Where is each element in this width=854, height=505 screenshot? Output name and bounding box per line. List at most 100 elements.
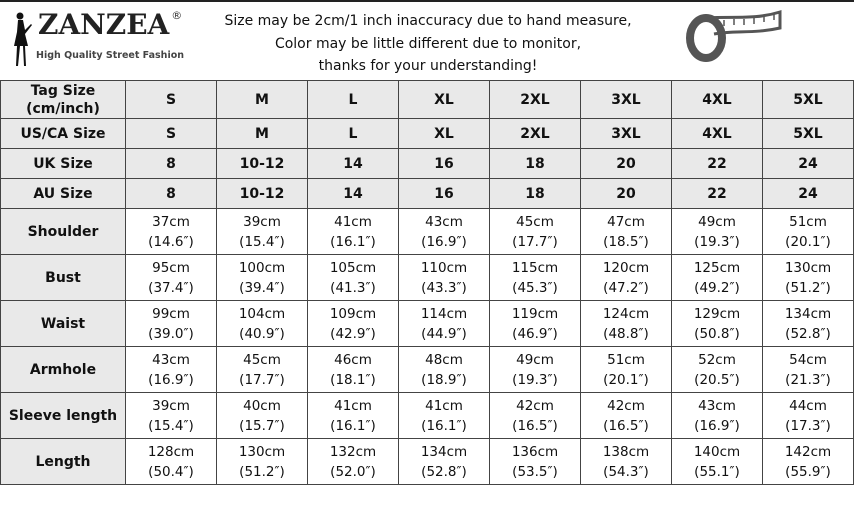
value-cm: 41cm (425, 397, 463, 414)
measure-cell: 45cm (17.7″) (489, 208, 581, 255)
measure-cell: 130cm (51.2″) (216, 438, 308, 485)
row-label: Length (0, 438, 126, 485)
measure-cell: 132cm (52.0″) (307, 438, 399, 485)
value-inch: (16.1″) (330, 417, 376, 434)
size-cell: 20 (580, 178, 672, 209)
value-inch: (16.9″) (694, 417, 740, 434)
size-cell: 2XL (489, 118, 581, 149)
brand-logo: ZANZEA ® High Quality Street Fashion (6, 6, 192, 72)
measure-cell: 41cm (16.1″) (307, 208, 399, 255)
measure-cell: 51cm (20.1″) (580, 346, 672, 393)
value-cm: 45cm (516, 213, 554, 230)
size-cell: 18 (489, 178, 581, 209)
measure-row: Bust 95cm (37.4″) 100cm (39.4″) 105cm (41.3″) 1… (0, 254, 854, 301)
measure-cell: 99cm (39.0″) (125, 300, 217, 347)
value-cm: 39cm (152, 397, 190, 414)
size-cell: L (307, 118, 399, 149)
value-cm: 49cm (698, 213, 736, 230)
value-cm: 46cm (334, 351, 372, 368)
value-inch: (16.1″) (330, 233, 376, 250)
size-cell: 3XL (580, 80, 672, 119)
value-cm: 100cm (238, 259, 286, 276)
value-cm: 129cm (693, 305, 741, 322)
value-cm: 52cm (698, 351, 736, 368)
row-label: Waist (0, 300, 126, 347)
value-cm: 95cm (152, 259, 190, 276)
measure-cell: 39cm (15.4″) (216, 208, 308, 255)
value-cm: 40cm (243, 397, 281, 414)
value-inch: (18.9″) (421, 371, 467, 388)
value-inch: (19.3″) (694, 233, 740, 250)
value-cm: 43cm (152, 351, 190, 368)
value-cm: 48cm (425, 351, 463, 368)
measure-cell: 134cm (52.8″) (762, 300, 854, 347)
value-inch: (17.3″) (785, 417, 831, 434)
measure-cell: 128cm (50.4″) (125, 438, 217, 485)
value-cm: 49cm (516, 351, 554, 368)
measure-cell: 54cm (21.3″) (762, 346, 854, 393)
measure-cell: 104cm (40.9″) (216, 300, 308, 347)
value-cm: 138cm (602, 443, 650, 460)
row-label: US/CA Size (0, 118, 126, 149)
value-inch: (48.8″) (603, 325, 649, 342)
value-inch: (52.8″) (785, 325, 831, 342)
value-inch: (16.5″) (512, 417, 558, 434)
value-cm: 134cm (784, 305, 832, 322)
value-inch: (16.5″) (603, 417, 649, 434)
value-inch: (42.9″) (330, 325, 376, 342)
value-cm: 124cm (602, 305, 650, 322)
value-inch: (17.7″) (512, 233, 558, 250)
value-cm: 136cm (511, 443, 559, 460)
value-cm: 120cm (602, 259, 650, 276)
value-inch: (15.4″) (239, 233, 285, 250)
value-cm: 43cm (425, 213, 463, 230)
value-inch: (16.9″) (148, 371, 194, 388)
size-cell: 2XL (489, 80, 581, 119)
size-cell: L (307, 80, 399, 119)
value-inch: (45.3″) (512, 279, 558, 296)
value-cm: 51cm (607, 351, 645, 368)
value-inch: (51.2″) (785, 279, 831, 296)
value-cm: 41cm (334, 397, 372, 414)
value-inch: (18.1″) (330, 371, 376, 388)
value-cm: 51cm (789, 213, 827, 230)
measure-cell: 129cm (50.8″) (671, 300, 763, 347)
measure-cell: 45cm (17.7″) (216, 346, 308, 393)
measure-cell: 142cm (55.9″) (762, 438, 854, 485)
value-inch: (39.0″) (148, 325, 194, 342)
measure-cell: 120cm (47.2″) (580, 254, 672, 301)
measure-cell: 138cm (54.3″) (580, 438, 672, 485)
notice-line: thanks for your understanding! (318, 58, 538, 74)
value-cm: 130cm (238, 443, 286, 460)
value-inch: (46.9″) (512, 325, 558, 342)
measure-cell: 115cm (45.3″) (489, 254, 581, 301)
value-cm: 41cm (334, 213, 372, 230)
row-label: Tag Size (cm/inch) (0, 80, 126, 119)
row-label: Shoulder (0, 208, 126, 255)
measure-cell: 42cm (16.5″) (489, 392, 581, 439)
row-label: Bust (0, 254, 126, 301)
measure-cell: 42cm (16.5″) (580, 392, 672, 439)
size-cell: S (125, 118, 217, 149)
size-cell: 16 (398, 148, 490, 179)
value-cm: 134cm (420, 443, 468, 460)
size-cell: 5XL (762, 80, 854, 119)
size-cell: 22 (671, 178, 763, 209)
size-cell: S (125, 80, 217, 119)
measure-row: Waist 99cm (39.0″) 104cm (40.9″) 109cm (42.9″)… (0, 300, 854, 347)
measure-cell: 43cm (16.9″) (125, 346, 217, 393)
value-inch: (18.5″) (603, 233, 649, 250)
measure-cell: 130cm (51.2″) (762, 254, 854, 301)
size-cell: 10-12 (216, 148, 308, 179)
measure-cell: 100cm (39.4″) (216, 254, 308, 301)
value-inch: (37.4″) (148, 279, 194, 296)
measure-cell: 110cm (43.3″) (398, 254, 490, 301)
size-cell: 22 (671, 148, 763, 179)
size-cell: M (216, 118, 308, 149)
header: ZANZEA ® High Quality Street Fashion Siz… (0, 0, 854, 80)
value-inch: (47.2″) (603, 279, 649, 296)
value-inch: (16.1″) (421, 417, 467, 434)
value-inch: (49.2″) (694, 279, 740, 296)
value-cm: 45cm (243, 351, 281, 368)
measure-cell: 51cm (20.1″) (762, 208, 854, 255)
